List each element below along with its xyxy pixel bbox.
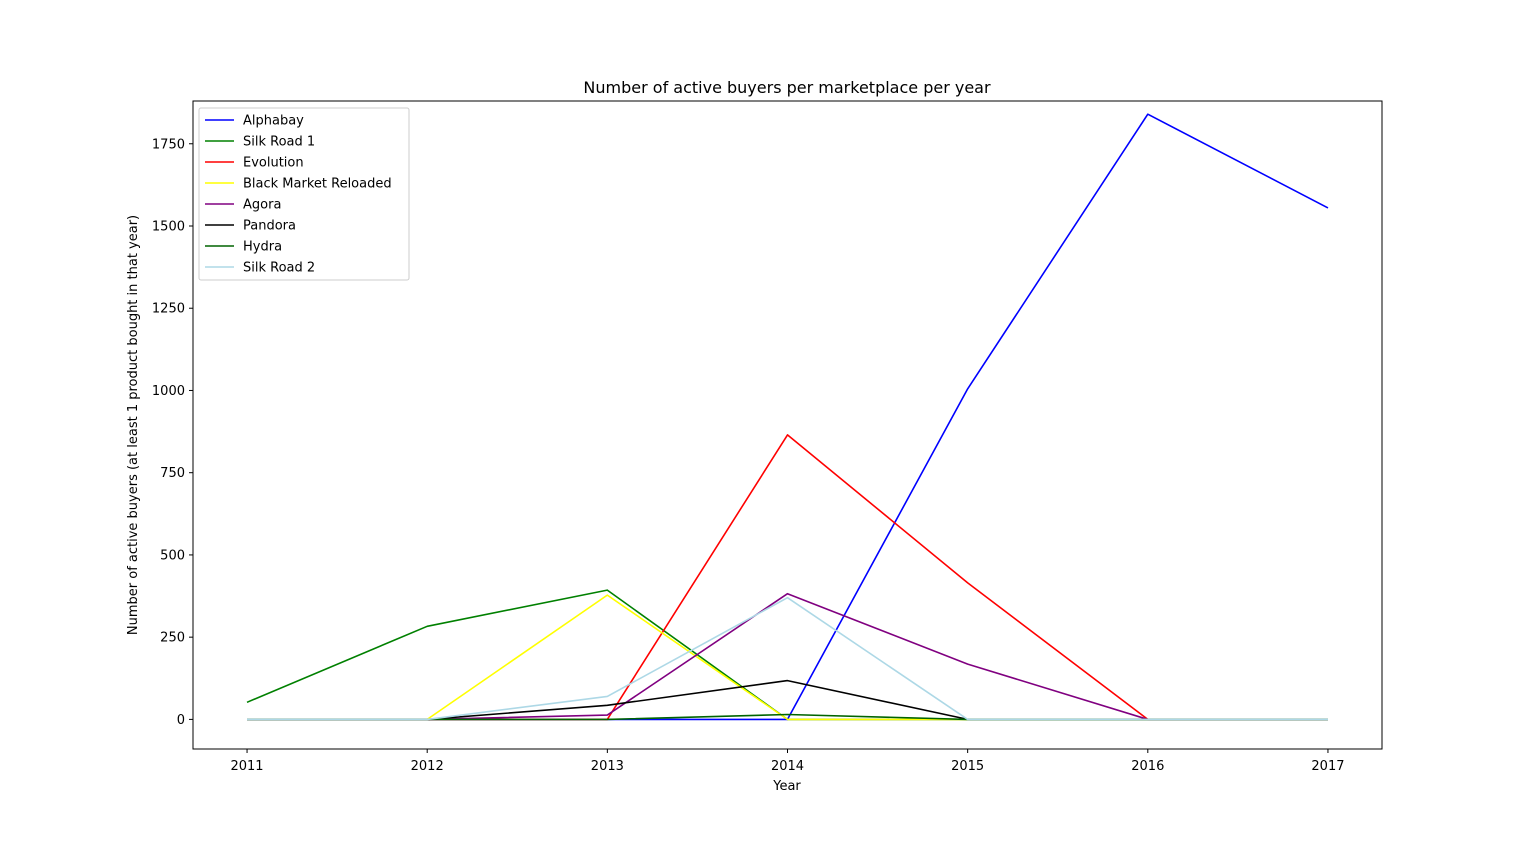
x-tick-label: 2012 xyxy=(411,759,444,774)
legend-entry: Black Market Reloaded xyxy=(243,177,392,192)
y-tick-label: 750 xyxy=(160,466,185,481)
y-tick-label: 0 xyxy=(177,713,185,728)
legend-entry: Agora xyxy=(243,198,281,213)
x-tick-label: 2017 xyxy=(1311,759,1344,774)
y-tick-label: 1000 xyxy=(152,384,185,399)
legend-entry: Silk Road 2 xyxy=(243,261,315,276)
x-tick-label: 2014 xyxy=(771,759,804,774)
legend-box xyxy=(198,107,410,281)
y-tick-label: 500 xyxy=(160,548,185,563)
x-tick-label: 2011 xyxy=(230,759,263,774)
series-lines xyxy=(246,113,1329,721)
legend: Alphabay Silk Road 1 Evolution Black Market… xyxy=(198,107,410,281)
axis-ticks: 2011 2012 2013 2014 2015 2016 2017 0 250 500 750 10… xyxy=(152,137,1345,774)
x-tick-label: 2013 xyxy=(591,759,624,774)
y-tick-label: 1250 xyxy=(152,302,185,317)
legend-entry: Pandora xyxy=(243,219,296,234)
y-tick-label: 1750 xyxy=(152,137,185,152)
legend-entry: Alphabay xyxy=(243,114,304,129)
x-tick-label: 2015 xyxy=(951,759,984,774)
y-tick-label: 1500 xyxy=(152,219,185,234)
legend-entry: Evolution xyxy=(243,156,304,171)
legend-entry: Silk Road 1 xyxy=(243,135,315,150)
y-axis-title: Number of active buyers (at least 1 prod… xyxy=(126,215,141,635)
plot-frame xyxy=(192,100,1383,750)
series-line-silk-road-2 xyxy=(247,596,1328,721)
x-axis-title: Year xyxy=(772,779,801,794)
y-tick-label: 250 xyxy=(160,631,185,646)
legend-entry: Hydra xyxy=(243,240,282,255)
chart-title: Number of active buyers per marketplace … xyxy=(583,78,991,97)
x-tick-label: 2016 xyxy=(1131,759,1164,774)
